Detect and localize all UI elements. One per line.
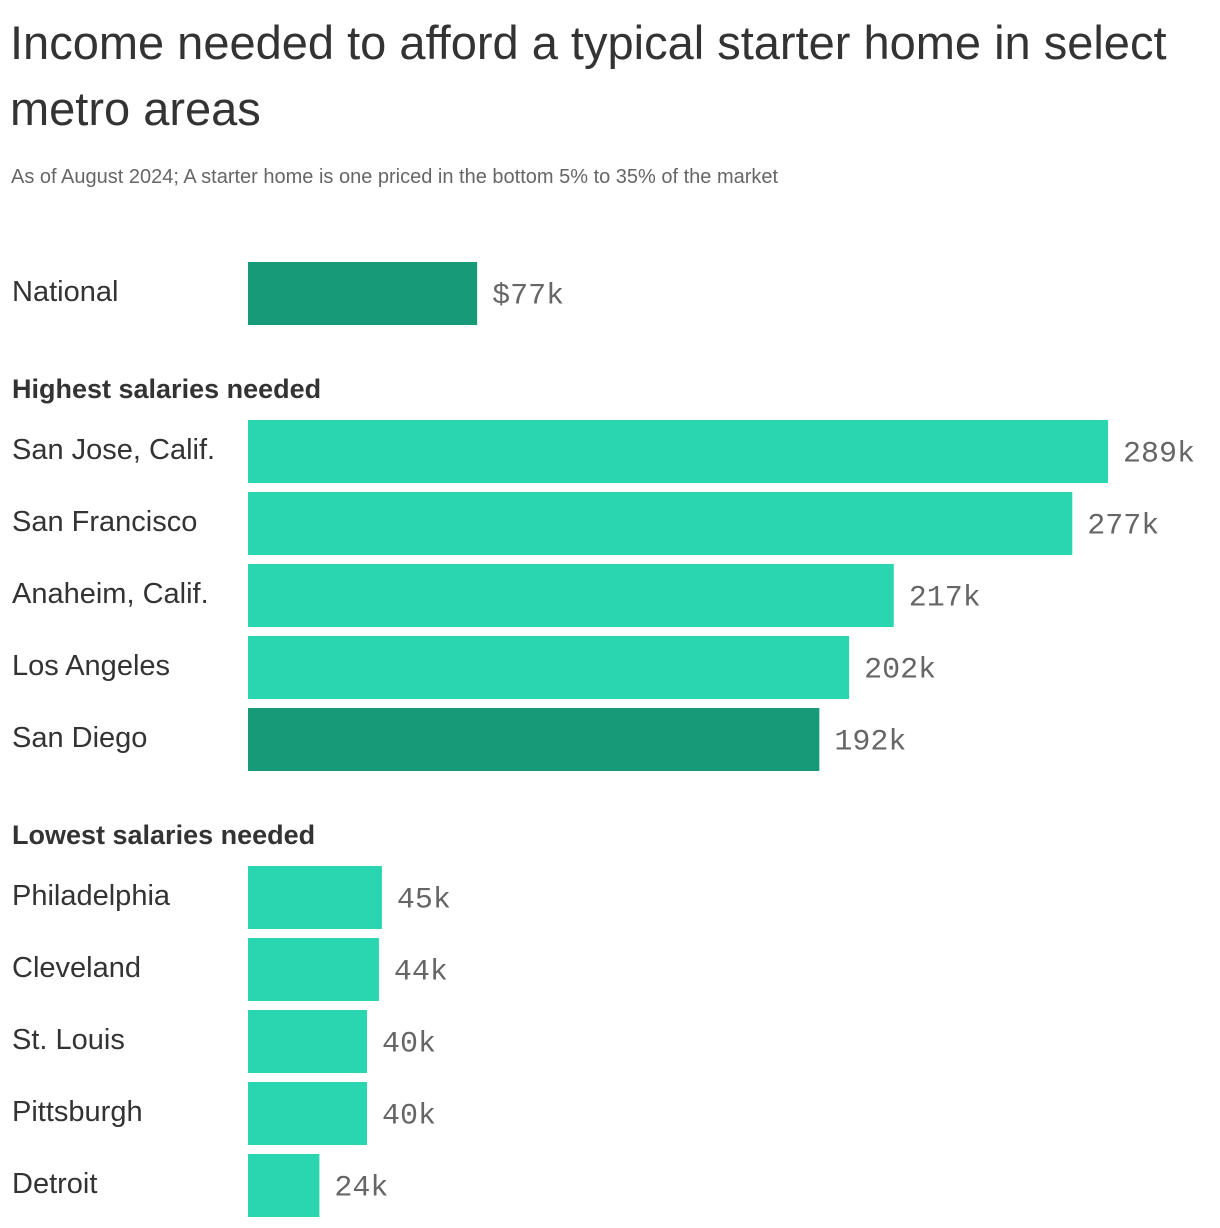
category-label: St. Louis [12, 1024, 125, 1056]
bar [248, 866, 382, 929]
value-label: $77k [492, 279, 564, 313]
bar [248, 564, 894, 627]
bar [248, 636, 850, 699]
category-label: Pittsburgh [12, 1096, 143, 1128]
value-label: 24k [334, 1171, 388, 1205]
bar [248, 1010, 368, 1073]
bar [248, 1154, 320, 1217]
category-label: Philadelphia [12, 880, 171, 912]
bar [248, 492, 1073, 555]
bar [248, 938, 379, 1001]
category-label: National [12, 276, 118, 308]
category-label: Cleveland [12, 952, 141, 984]
value-label: 202k [864, 653, 936, 687]
value-label: 277k [1087, 509, 1159, 543]
category-label: Anaheim, Calif. [12, 578, 209, 610]
bar [248, 262, 478, 325]
category-label: San Jose, Calif. [12, 434, 215, 466]
value-label: 45k [397, 883, 451, 917]
bar [248, 420, 1108, 483]
value-label: 192k [834, 725, 906, 759]
category-label: San Diego [12, 722, 147, 754]
value-label: 44k [394, 955, 448, 989]
chart-title: Income needed to afford a typical starte… [10, 16, 1167, 135]
section-heading: Highest salaries needed [12, 374, 321, 404]
category-label: Los Angeles [12, 650, 170, 682]
value-label: 217k [909, 581, 981, 615]
value-label: 40k [382, 1099, 436, 1133]
category-label: San Francisco [12, 506, 197, 538]
section-heading: Lowest salaries needed [12, 820, 315, 850]
value-label: 289k [1123, 437, 1195, 471]
category-label: Detroit [12, 1168, 97, 1200]
value-label: 40k [382, 1027, 436, 1061]
bar [248, 708, 820, 771]
bar [248, 1082, 368, 1145]
chart-subtitle: As of August 2024; A starter home is one… [11, 166, 779, 188]
